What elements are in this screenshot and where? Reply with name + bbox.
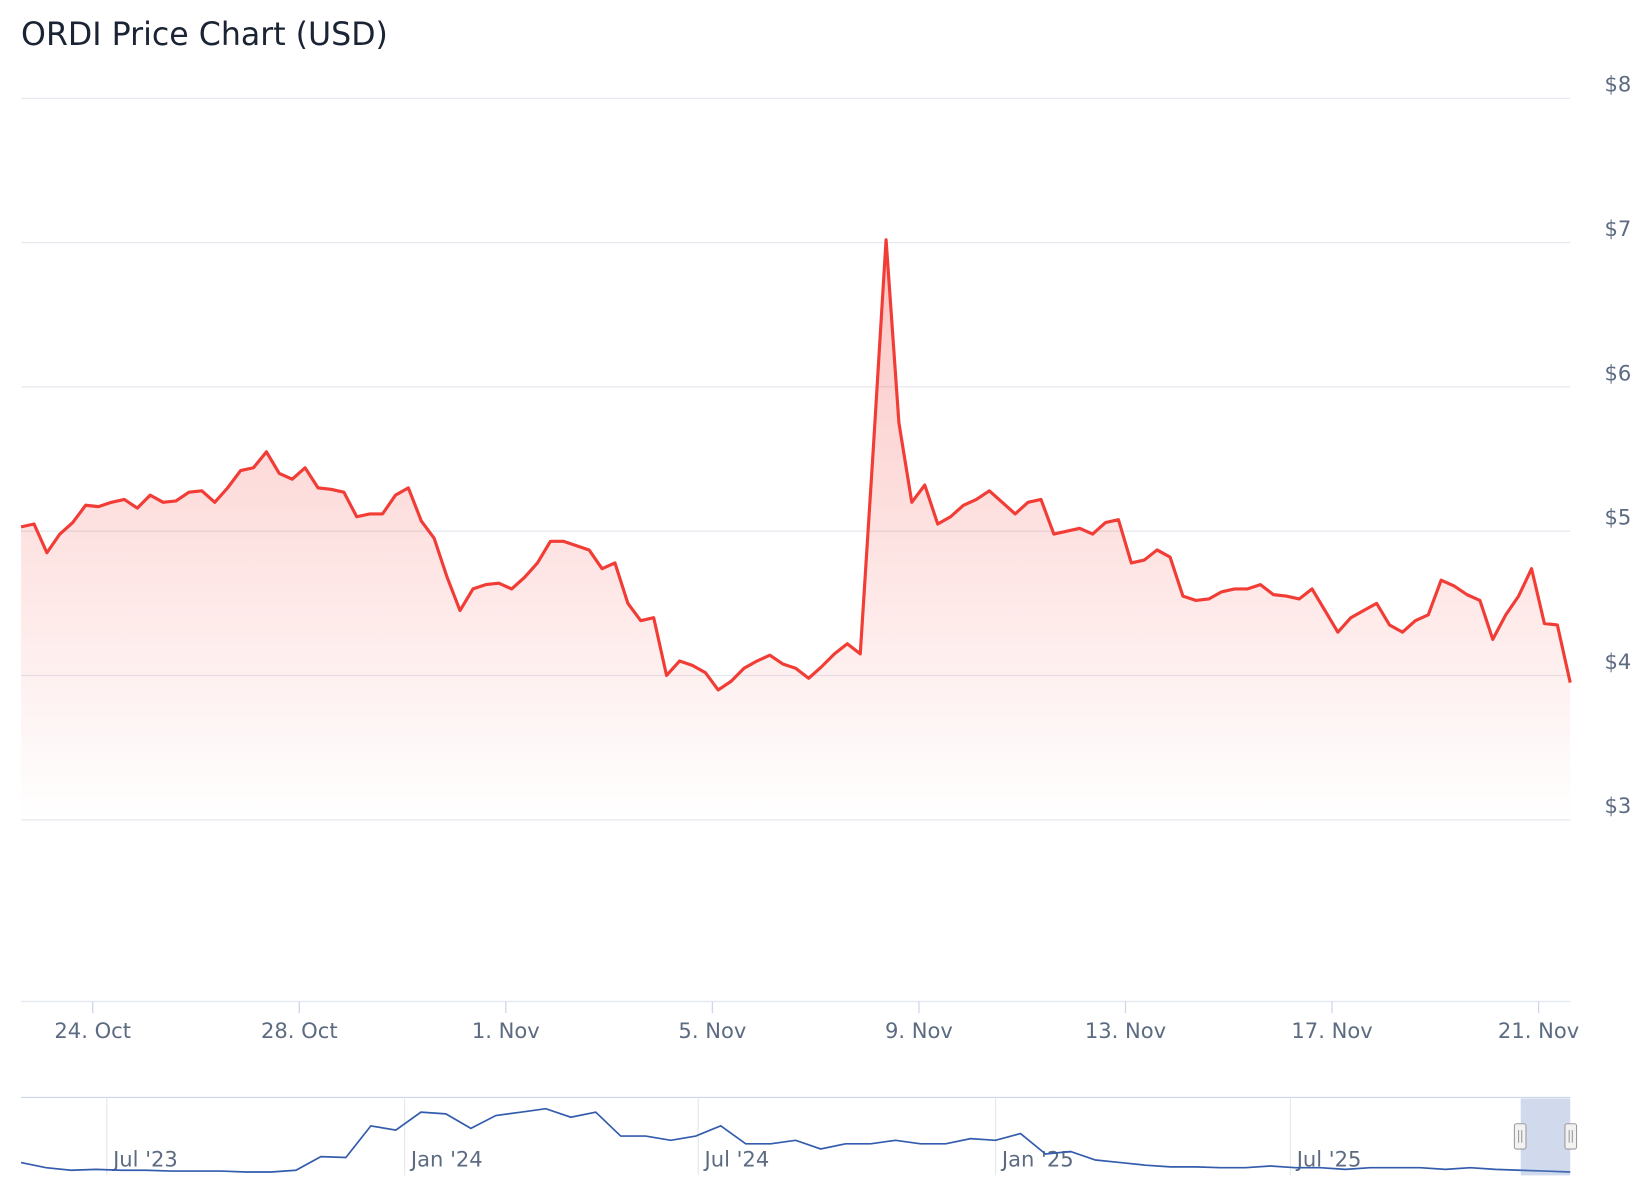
x-tick-label: 21. Nov: [1498, 1018, 1579, 1043]
navigator-selection: [1520, 1098, 1571, 1176]
y-tick-label: $8: [1605, 72, 1632, 97]
navigator-x-label: Jul '23: [111, 1147, 178, 1172]
x-tick-label: 5. Nov: [678, 1018, 746, 1043]
chart-title: ORDI Price Chart (USD): [21, 17, 388, 53]
x-tick-label: 13. Nov: [1085, 1018, 1166, 1043]
x-tick-label: 9. Nov: [885, 1018, 953, 1043]
y-tick-label: $5: [1605, 505, 1632, 530]
navigator-handle[interactable]: [1513, 1123, 1527, 1150]
y-tick-label: $3: [1605, 793, 1632, 818]
navigator-handle[interactable]: [1564, 1123, 1578, 1150]
x-tick-label: 24. Oct: [54, 1018, 131, 1043]
y-tick-label: $4: [1605, 649, 1632, 674]
x-tick-label: 28. Oct: [261, 1018, 338, 1043]
navigator-x-label: Jan '25: [1000, 1147, 1074, 1172]
price-line: [20, 238, 1572, 692]
navigator-line: [20, 1107, 1571, 1173]
y-tick-label: $7: [1605, 216, 1632, 241]
x-tick-label: 17. Nov: [1291, 1018, 1372, 1043]
y-tick-label: $6: [1605, 360, 1632, 385]
navigator-x-label: Jul '24: [703, 1147, 770, 1172]
area-fill: [21, 239, 1571, 820]
x-tick-label: 1. Nov: [472, 1018, 540, 1043]
navigator-x-label: Jan '24: [409, 1147, 483, 1172]
